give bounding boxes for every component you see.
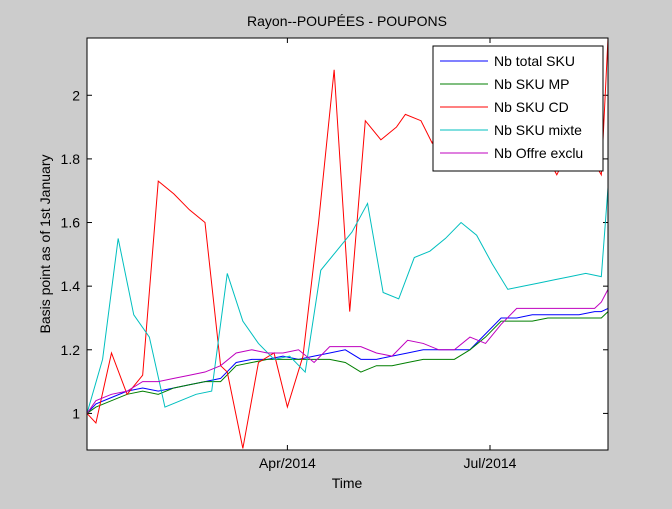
x-axis-label: Time <box>332 475 363 491</box>
legend-box <box>432 45 604 172</box>
y-axis-label: Basis point as of 1st January <box>37 155 53 334</box>
legend-label: Nb SKU mixte <box>494 122 582 138</box>
y-tick-label: 1 <box>72 405 80 421</box>
y-tick-label: 1.4 <box>61 278 81 294</box>
axes: 1 1.2 1.4 1.6 1.8 2 Apr/2014 Jul/2014 <box>61 38 608 471</box>
series-line-nb-offre-exclu <box>86 289 609 414</box>
y-tick-label: 1.2 <box>61 342 81 358</box>
x-tick-label: Jul/2014 <box>464 455 517 471</box>
legend-label: Nb total SKU <box>494 53 575 69</box>
legend-label: Nb SKU MP <box>494 76 569 92</box>
legend: Nb total SKU Nb SKU MP Nb SKU CD Nb SKU mix… <box>432 45 604 172</box>
series-line-nb-sku-mp <box>86 311 609 414</box>
y-tick-label: 1.8 <box>61 151 81 167</box>
legend-label: Nb SKU CD <box>494 99 569 115</box>
y-tick-label: 2 <box>72 87 80 103</box>
y-tick-label: 1.6 <box>61 215 81 231</box>
chart-title: Rayon--POUPÉES - POUPONS <box>247 13 447 29</box>
legend-label: Nb Offre exclu <box>494 145 583 161</box>
x-tick-label: Apr/2014 <box>259 455 316 471</box>
plot-frame <box>86 37 609 451</box>
series-line-nb-sku-mixte <box>86 187 609 414</box>
